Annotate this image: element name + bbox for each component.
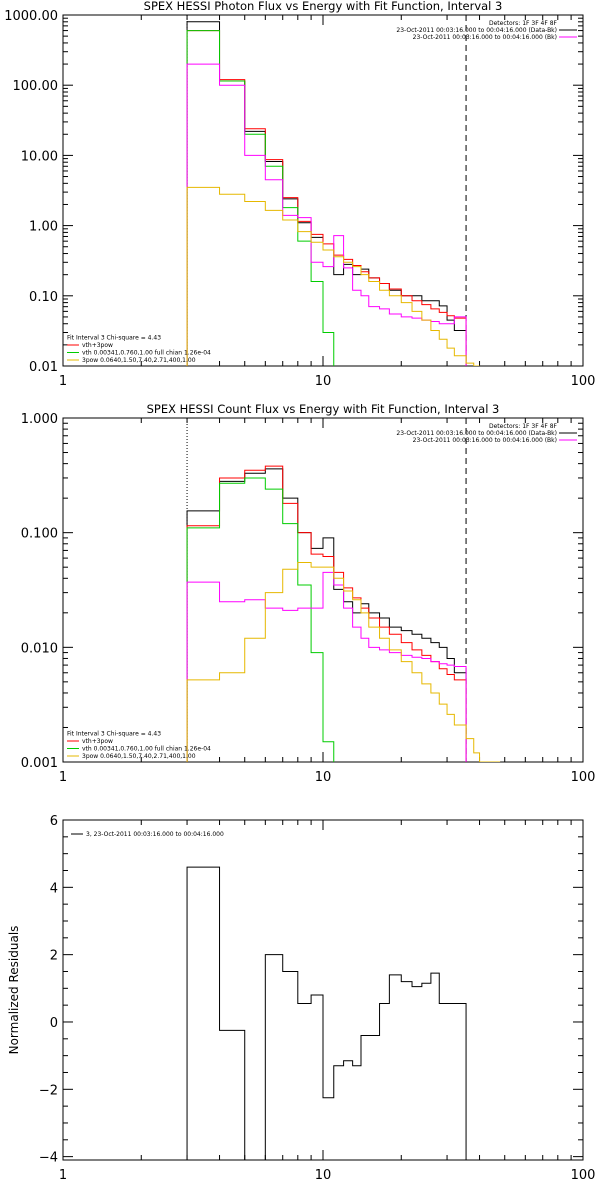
legend-topright-entry: 23-Oct-2011 00:03:16.000 to 00:04:16.000…: [413, 437, 557, 444]
legend-bottomleft-entry: Fit Interval 3 Chi-square = 4.43: [67, 731, 161, 738]
x-tick-label: 1: [59, 374, 67, 389]
y-tick-label: 10.00: [21, 149, 58, 164]
chart-panel-2: SPEX HESSI Count Flux vs Energy with Fit…: [21, 402, 596, 785]
series-4-histogram: [186, 63, 467, 366]
chart-panel-3: Normalized Residuals 1 10 100 −4 −2 0 2 4 6 3, 23-…: [7, 814, 595, 1183]
legend-bottomleft-entry: 3pow 0.0640,1.50,7.40,2.71,400,1.00: [82, 357, 196, 364]
y-tick-label: 100.00: [13, 79, 59, 94]
series-3-histogram: [186, 30, 335, 366]
y-tick-label: −4: [39, 1151, 58, 1166]
x-tick-label: 1: [59, 1168, 67, 1183]
series-1-histogram: [186, 468, 467, 762]
y-tick-label: 1000.00: [4, 9, 58, 24]
x-tick-label: 100: [571, 374, 596, 389]
y-tick-label: 1.00: [29, 220, 58, 235]
x-tick-label: 10: [315, 770, 332, 785]
legend-topright-entry: 23-Oct-2011 00:03:16.000 to 00:04:16.000…: [396, 27, 557, 34]
legend-bottomleft-entry: vth 0.00341,0.760,1.00 full chian 1.26e-…: [82, 746, 211, 753]
plot-frame: [62, 819, 584, 1161]
y-tick-label: 4: [50, 881, 58, 896]
chart-title: SPEX HESSI Count Flux vs Energy with Fit…: [147, 402, 500, 416]
x-tick-label: 10: [315, 1168, 332, 1183]
y-tick-label: 0.10: [29, 290, 58, 305]
series-5-histogram: [186, 186, 480, 366]
y-tick-label: 2: [50, 949, 58, 964]
y-tick-label: 0.001: [21, 756, 58, 771]
y-tick-label: 1.000: [21, 412, 58, 427]
x-tick-label: 100: [571, 770, 596, 785]
series-1-histogram: [186, 21, 467, 366]
legend-bottomleft-entry: 3pow 0.0640,1.50,7.40,2.71,400,1.00: [82, 753, 196, 760]
y-tick-label: 0: [50, 1016, 58, 1031]
chart-panel-1: SPEX HESSI Photon Flux vs Energy with Fi…: [4, 0, 595, 389]
legend-bottomleft-entry: vth+3pow: [82, 738, 113, 745]
series-2-histogram: [186, 465, 467, 762]
legend-bottomleft-entry: Fit Interval 3 Chi-square = 4.43: [67, 335, 161, 342]
legend-bottomleft-entry: vth+3pow: [82, 342, 113, 349]
legend-topright-entry: 23-Oct-2011 00:03:16.000 to 00:04:16.000…: [413, 34, 557, 41]
x-tick-label: 10: [315, 374, 332, 389]
y-axis-label: Normalized Residuals: [7, 926, 21, 1055]
legend-topright-entry: Detectors: 1F 3F 4F 8F: [489, 20, 558, 27]
y-tick-label: 0.100: [21, 527, 58, 542]
chart-title: SPEX HESSI Photon Flux vs Energy with Fi…: [144, 0, 503, 13]
y-tick-label: 0.010: [21, 641, 58, 656]
series-5-histogram: [186, 561, 501, 762]
y-tick-label: −2: [39, 1083, 58, 1098]
series-3-histogram: [186, 477, 335, 762]
series-1-histogram: [186, 866, 467, 1160]
legend-topright-entry: Detectors: 1F 3F 4F 8F: [489, 423, 558, 430]
legend-bottomleft-entry: vth 0.00341,0.760,1.00 full chian 1.26e-…: [82, 350, 211, 357]
legend-topright-entry: 23-Oct-2011 00:03:16.000 to 00:04:16.000…: [396, 430, 557, 437]
y-tick-label: 6: [50, 814, 58, 829]
legend-topleft-entry: 3, 23-Oct-2011 00:03:16.000 to 00:04:16.…: [86, 831, 224, 838]
series-4-histogram: [186, 571, 467, 762]
y-tick-label: 0.01: [29, 360, 58, 375]
x-tick-label: 1: [59, 770, 67, 785]
x-tick-label: 100: [571, 1168, 596, 1183]
